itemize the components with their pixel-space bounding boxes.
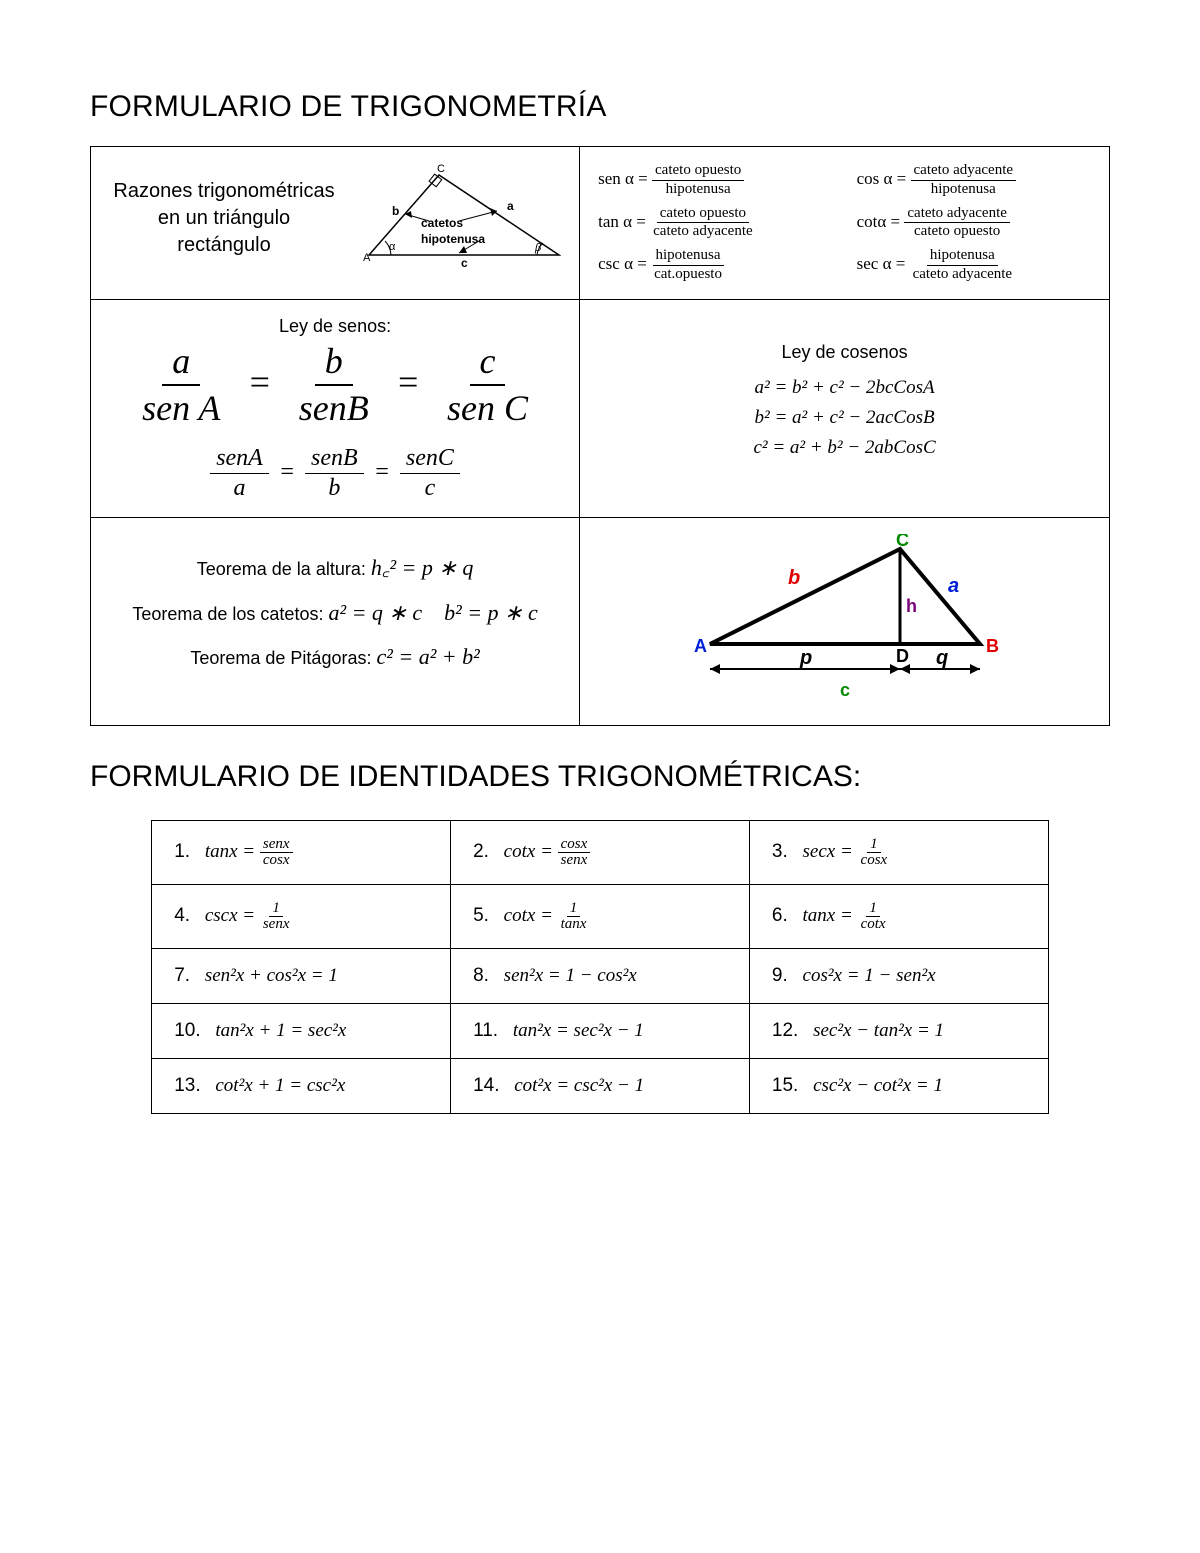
svg-text:c: c: [840, 680, 850, 700]
identities-table: 1. tanx = senxcosx2. cotx = cosxsenx3. s…: [151, 820, 1049, 1114]
svg-text:A: A: [694, 636, 707, 656]
identity-cell: 1. tanx = senxcosx: [152, 821, 451, 885]
identity-cell: 2. cotx = cosxsenx: [451, 821, 750, 885]
svg-text:b: b: [392, 204, 399, 218]
identity-cell: 7. sen²x + cos²x = 1: [152, 949, 451, 1004]
identity-cell: 3. secx = 1cosx: [749, 821, 1048, 885]
theorems-block: Teorema de la altura: h꜀² = p ∗ q Teorem…: [109, 552, 561, 670]
svg-text:a: a: [507, 199, 514, 213]
identity-cell: 8. sen²x = 1 − cos²x: [451, 949, 750, 1004]
trig-table: Razones trigonométricas en un triángulo …: [90, 146, 1110, 726]
identity-cell: 5. cotx = 1tanx: [451, 885, 750, 949]
identity-cell: 6. tanx = 1cotx: [749, 885, 1048, 949]
identity-cell: 11. tan²x = sec²x − 1: [451, 1004, 750, 1059]
identity-cell: 14. cot²x = csc²x − 1: [451, 1059, 750, 1114]
law-of-cosines: Ley de cosenos a² = b² + c² − 2bcCosA b²…: [598, 316, 1091, 459]
identity-cell: 13. cot²x + 1 = csc²x: [152, 1059, 451, 1114]
ratio-definitions: sen α = cateto opuestohipotenusa cos α =…: [598, 163, 1091, 283]
svg-text:α: α: [389, 241, 396, 253]
svg-text:p: p: [799, 647, 812, 669]
svg-text:C: C: [437, 163, 445, 175]
identity-cell: 9. cos²x = 1 − sen²x: [749, 949, 1048, 1004]
page-title-2: FORMULARIO DE IDENTIDADES TRIGONOMÉTRICA…: [90, 760, 1110, 794]
identity-cell: 10. tan²x + 1 = sec²x: [152, 1004, 451, 1059]
svg-text:β: β: [534, 242, 542, 254]
svg-text:hipotenusa: hipotenusa: [421, 232, 485, 246]
svg-text:catetos: catetos: [421, 216, 463, 230]
svg-text:b: b: [788, 567, 800, 589]
triangle-right-diagram: A B C α β b a c catetos hipotenusa: [359, 163, 561, 273]
svg-text:C: C: [896, 534, 909, 550]
svg-text:a: a: [948, 575, 959, 597]
svg-text:q: q: [936, 647, 948, 669]
svg-text:B: B: [986, 636, 999, 656]
triangle-altitude-diagram: C A B D b a h p q c: [680, 534, 1010, 704]
identity-cell: 4. cscx = 1senx: [152, 885, 451, 949]
svg-text:A: A: [363, 252, 371, 264]
ratios-label: Razones trigonométricas en un triángulo …: [109, 178, 339, 259]
svg-text:h: h: [906, 596, 917, 616]
page-title-1: FORMULARIO DE TRIGONOMETRÍA: [90, 90, 1110, 124]
identity-cell: 15. csc²x − cot²x = 1: [749, 1059, 1048, 1114]
law-of-sines: Ley de senos: asen A = bsenB = csen C se…: [109, 316, 561, 502]
svg-text:D: D: [896, 646, 909, 666]
svg-text:c: c: [461, 256, 468, 270]
identity-cell: 12. sec²x − tan²x = 1: [749, 1004, 1048, 1059]
